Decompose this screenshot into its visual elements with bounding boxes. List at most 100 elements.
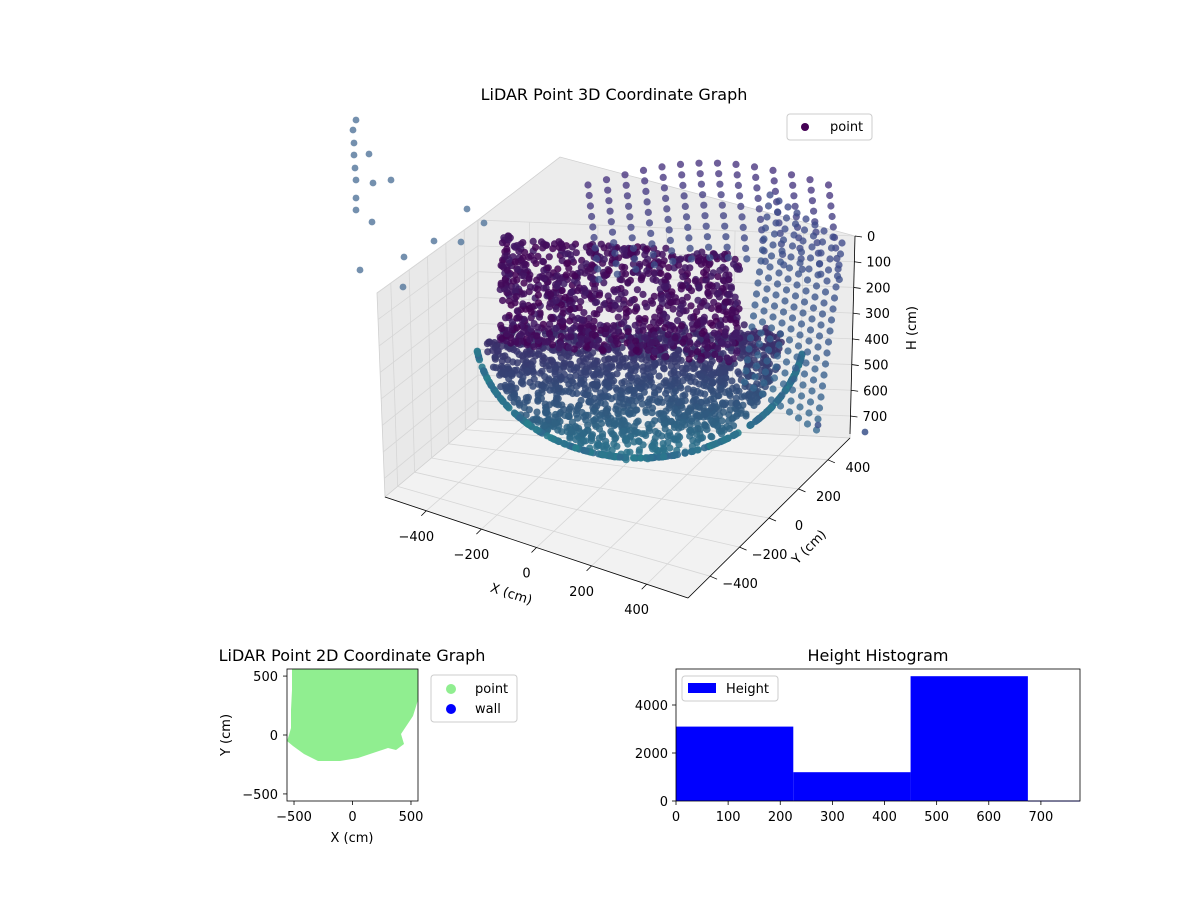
point-marker (739, 223, 747, 231)
point-marker (572, 249, 580, 257)
point-marker (683, 345, 691, 353)
point-marker (492, 364, 500, 372)
point-marker (525, 274, 533, 282)
point-marker (570, 324, 578, 332)
point-marker (584, 321, 592, 329)
point-marker (814, 343, 822, 351)
point-marker (557, 341, 565, 349)
point-marker (811, 365, 819, 373)
point-marker (705, 364, 714, 372)
point-marker (643, 245, 651, 253)
point-marker (579, 354, 587, 362)
point-marker (632, 337, 640, 345)
point-marker (763, 357, 771, 365)
point-marker (760, 307, 768, 315)
point-marker (662, 194, 670, 202)
point-marker (430, 237, 438, 245)
point-marker (555, 410, 564, 418)
point-marker (769, 166, 777, 174)
point-marker (773, 352, 782, 360)
point-marker (521, 248, 529, 256)
point-marker (572, 423, 580, 431)
point-marker (498, 239, 507, 247)
legend-marker-height (688, 683, 716, 693)
y-axis-label-2d: Y (cm) (219, 714, 234, 757)
point-marker (457, 238, 465, 246)
point-marker (675, 398, 683, 407)
point-marker (794, 270, 803, 278)
y-tick-label-2d: 500 (253, 670, 278, 685)
point-marker (660, 184, 669, 192)
point-marker (564, 333, 572, 341)
point-marker (517, 379, 526, 387)
point-marker (522, 305, 530, 313)
point-marker (645, 219, 654, 227)
point-marker (499, 296, 507, 305)
point-marker (632, 406, 640, 414)
point-marker (561, 359, 569, 367)
point-marker (619, 400, 627, 408)
point-marker (769, 313, 777, 321)
y-tick-mark-3d (827, 459, 836, 464)
point-marker (760, 379, 768, 387)
point-marker (694, 348, 702, 356)
x-tick-label-3d: 400 (624, 603, 649, 618)
point-marker (565, 388, 573, 396)
point-marker (824, 266, 833, 274)
point-marker (530, 375, 538, 383)
point-marker (793, 281, 801, 289)
point-marker (510, 242, 518, 250)
point-marker (756, 215, 765, 223)
point-marker (827, 244, 836, 252)
point-marker (688, 350, 696, 358)
point-marker (796, 259, 804, 267)
point-marker (733, 314, 741, 322)
point-marker (617, 290, 626, 298)
point-marker (770, 374, 779, 382)
z-tick-mark-3d (853, 287, 861, 289)
point-marker (632, 397, 640, 405)
point-marker (529, 237, 537, 245)
point-marker (649, 250, 657, 258)
point-marker (675, 410, 683, 418)
point-marker (752, 362, 761, 370)
point-marker (733, 171, 741, 179)
point-marker (594, 265, 602, 273)
point-marker (658, 398, 667, 406)
point-marker (767, 396, 776, 404)
point-marker (717, 191, 725, 199)
point-marker (399, 283, 407, 291)
point-marker (553, 282, 561, 290)
point-marker (618, 263, 626, 271)
point-marker (590, 324, 598, 332)
point-marker (607, 218, 615, 226)
point-marker (588, 261, 596, 269)
point-marker (621, 171, 629, 179)
point-marker (722, 325, 730, 333)
point-marker (677, 356, 685, 364)
point-marker (524, 420, 532, 428)
point-marker (350, 139, 358, 147)
point-marker (684, 223, 692, 231)
point-marker (571, 272, 579, 280)
point-marker (600, 301, 608, 309)
point-marker (545, 271, 553, 279)
histogram-bars (676, 676, 1080, 802)
point-marker (788, 242, 797, 250)
point-marker (624, 328, 632, 336)
point-marker (581, 384, 590, 392)
point-marker (668, 288, 676, 296)
point-region-2d (287, 669, 418, 761)
point-marker (683, 293, 691, 301)
point-marker (729, 422, 738, 430)
point-marker (580, 309, 588, 317)
point-marker (689, 325, 697, 333)
point-marker (504, 403, 512, 411)
x-tick-mark-3d (421, 510, 427, 517)
point-marker (678, 364, 687, 372)
ticks-hist: 0 100 200 300 400 500 600 700 0 2000 4000 (635, 699, 1053, 825)
point-marker (704, 344, 712, 352)
point-marker (772, 363, 780, 371)
point-marker (629, 244, 638, 252)
point-marker (820, 371, 828, 379)
